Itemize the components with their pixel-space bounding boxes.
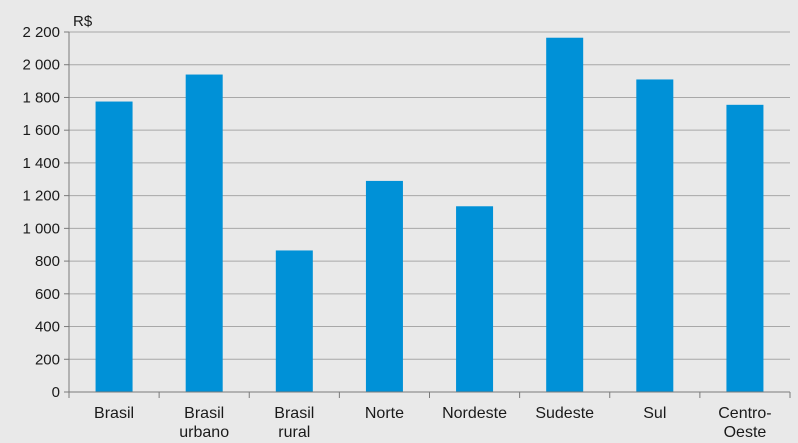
y-tick-label: 1 400 [22, 155, 60, 172]
x-category-label: Brasil urbano [179, 405, 229, 441]
bars [95, 37, 764, 393]
bar-centro-oeste [726, 104, 764, 393]
x-category-label: Sudeste [535, 405, 594, 422]
gridlines [69, 31, 790, 360]
y-tick-label: 600 [35, 286, 60, 303]
y-tick-label: 1 000 [22, 220, 60, 237]
y-tick-label: 200 [35, 351, 60, 368]
y-axis-ticks: 0 200 400 600 800 1 000 1 200 1 400 1 600 1 800 2 … [22, 24, 791, 401]
x-category-label: Brasil [94, 405, 134, 422]
bar-nordeste [456, 206, 494, 392]
axes [68, 32, 790, 393]
bar-sudeste [546, 37, 584, 393]
y-tick-label: 800 [35, 253, 60, 270]
x-category-label: Brasil rural [274, 405, 314, 441]
y-tick-label: 1 600 [22, 122, 60, 139]
y-tick-label: 1 200 [22, 188, 60, 205]
bar-brasil-rural [275, 250, 313, 392]
bar-brasil-urbano [185, 74, 223, 392]
x-category-label: Norte [365, 405, 404, 422]
y-tick-label: 1 800 [22, 89, 60, 106]
y-tick-label: 2 200 [22, 24, 60, 41]
x-category-label: Sul [643, 405, 666, 422]
x-axis-labels: Brasil Brasil urbano Brasil rural Norte Nordes… [94, 405, 772, 441]
x-category-label: Nordeste [442, 405, 507, 422]
y-tick-label: 400 [35, 319, 60, 336]
y-tick-label: 0 [52, 384, 60, 401]
bar-norte [365, 180, 403, 392]
x-category-label: Centro-Oeste [718, 405, 771, 441]
y-axis-unit-label: R$ [73, 13, 93, 30]
bar-brasil [95, 101, 133, 392]
y-tick-label: 2 000 [22, 57, 60, 74]
bar-sul [636, 79, 674, 393]
